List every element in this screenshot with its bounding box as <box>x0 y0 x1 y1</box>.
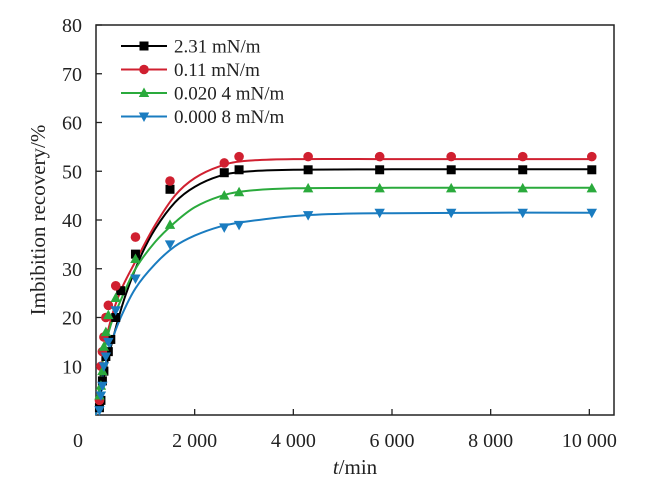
data-point <box>110 306 121 316</box>
data-point <box>219 190 230 200</box>
data-point <box>97 365 108 376</box>
data-point <box>234 151 244 162</box>
x-axis-title-unit: /min <box>339 455 378 479</box>
data-point <box>110 292 121 302</box>
data-point <box>130 232 141 242</box>
data-point <box>98 362 110 372</box>
data-point <box>116 286 126 296</box>
legend-label: 0.020 4 mN/m <box>174 84 285 105</box>
data-point <box>586 182 597 193</box>
data-point <box>374 151 385 162</box>
x-axis-title: t/min <box>333 455 378 479</box>
data-point <box>97 376 107 386</box>
data-point <box>233 220 245 231</box>
data-point <box>100 326 112 337</box>
legend-label: 0.000 8 mN/m <box>174 107 285 128</box>
data-point <box>586 208 597 219</box>
data-markers <box>94 151 597 416</box>
y-tick-label: 10 <box>62 356 82 378</box>
data-point <box>233 186 245 197</box>
y-tick-label: 80 <box>62 15 82 37</box>
y-tick-label: 40 <box>62 210 82 232</box>
data-point <box>103 300 114 311</box>
y-tick-label: 20 <box>62 308 82 330</box>
data-point <box>130 253 141 263</box>
y-axis-title: Imbibition recovery/% <box>26 125 50 316</box>
data-point <box>98 341 110 351</box>
legend: 2.31 mN/m0.11 mN/m 0.020 4 mN/m0.000 8 mN… <box>121 37 285 128</box>
series-line <box>95 157 592 416</box>
data-point <box>219 223 230 233</box>
data-point <box>110 281 121 291</box>
data-point <box>587 151 597 162</box>
y-tick-label: 30 <box>62 259 82 281</box>
data-point <box>517 208 528 219</box>
data-point <box>303 165 313 175</box>
data-point <box>100 352 112 362</box>
x-tick-label: 6 000 <box>370 430 415 452</box>
data-point <box>517 151 528 162</box>
series-line <box>95 168 592 416</box>
data-point <box>234 165 244 175</box>
x-tick-label: 2 000 <box>172 430 217 452</box>
fit-lines <box>95 157 592 416</box>
x-axis-title-variable: t <box>333 455 340 479</box>
data-point <box>165 184 175 194</box>
data-point <box>164 219 176 229</box>
data-point <box>374 182 385 193</box>
data-point <box>302 211 314 221</box>
data-point <box>219 158 230 168</box>
data-point <box>374 208 385 219</box>
data-point <box>103 337 114 348</box>
data-point <box>111 313 121 322</box>
data-point <box>587 165 597 175</box>
x-tick-label: 8 000 <box>468 430 513 452</box>
data-point <box>103 347 113 357</box>
data-point <box>446 151 457 162</box>
data-point <box>375 165 385 175</box>
legend-label: 2.31 mN/m <box>174 37 261 58</box>
data-point <box>446 208 457 219</box>
y-tick-label: 60 <box>62 113 82 135</box>
axis-ticks: 0 2 000 4 000 6 000 8 000 10 000 10 20 30 40 50 60 7… <box>62 15 617 452</box>
data-point <box>518 165 528 175</box>
data-point <box>517 182 528 193</box>
legend-marker <box>139 41 149 51</box>
legend-marker <box>138 112 150 122</box>
x-tick-label: 4 000 <box>271 430 316 452</box>
x-tick-label: 10 000 <box>562 430 617 452</box>
data-point <box>94 406 105 416</box>
legend-label: 0.11 mN/m <box>174 60 260 81</box>
legend-marker <box>138 87 150 97</box>
data-point <box>103 309 114 320</box>
data-point <box>95 391 107 401</box>
data-point <box>446 182 457 193</box>
data-point <box>164 240 176 250</box>
y-tick-label: 50 <box>62 161 82 183</box>
data-point <box>130 274 141 284</box>
y-tick-label: 70 <box>62 64 82 86</box>
data-point <box>219 168 229 178</box>
legend-marker <box>139 64 149 75</box>
data-point <box>446 165 456 175</box>
x-tick-label: 0 <box>73 430 83 452</box>
data-point <box>303 151 313 162</box>
data-point <box>165 176 175 186</box>
data-point <box>97 381 108 392</box>
data-point <box>302 182 314 193</box>
series-line <box>95 211 592 416</box>
